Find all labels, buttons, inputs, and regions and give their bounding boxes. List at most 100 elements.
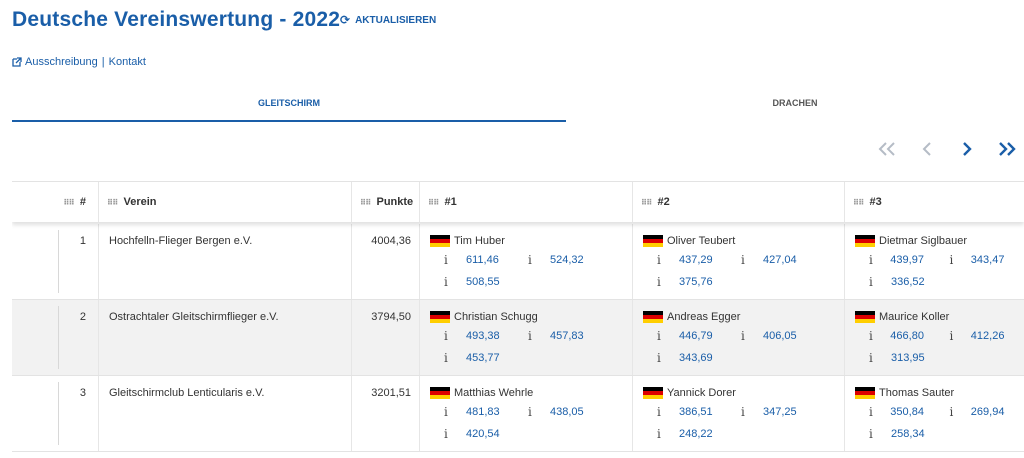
link-separator: |: [101, 56, 105, 68]
flight-score-link[interactable]: 446,79: [679, 329, 713, 342]
pilot-name[interactable]: Tim Huber: [454, 235, 505, 247]
germany-flag-icon: [855, 311, 875, 323]
results-table: ⠿⠿ # ⠿⠿ Verein ⠿⠿ Punkte ⠿⠿ #1 ⠿⠿ #2 ⠿⠿ #3 1 Ho…: [12, 181, 1024, 458]
chevron-left-icon: [922, 142, 931, 156]
flight-score-link[interactable]: 437,29: [679, 253, 713, 266]
drag-handle-icon: ⠿⠿: [641, 197, 652, 207]
pilot-name[interactable]: Christian Schugg: [454, 311, 538, 323]
pagination: [876, 138, 1018, 160]
drag-handle-icon: ⠿⠿: [63, 197, 74, 207]
first-page-button[interactable]: [876, 138, 898, 160]
info-icon[interactable]: i: [741, 404, 745, 419]
header-pilot-1[interactable]: ⠿⠿ #1: [420, 182, 633, 222]
info-icon[interactable]: i: [528, 252, 532, 267]
pilot-cell: Yannick Dorer i 386,51 i 347,25 i 248,22: [633, 376, 845, 451]
pilot-name[interactable]: Matthias Wehrle: [454, 387, 534, 399]
flight-score-link[interactable]: 457,83: [550, 329, 584, 342]
tab-drachen[interactable]: DRACHEN: [772, 98, 818, 108]
germany-flag-icon: [855, 387, 875, 399]
info-icon[interactable]: i: [444, 404, 448, 419]
info-icon[interactable]: i: [657, 426, 661, 441]
flight-score-link[interactable]: 611,46: [466, 253, 499, 266]
info-icon[interactable]: i: [444, 426, 448, 441]
info-icon[interactable]: i: [444, 252, 448, 267]
points-cell: 4004,36: [352, 224, 420, 299]
flight-score-link[interactable]: 350,84: [890, 405, 924, 418]
info-icon[interactable]: i: [869, 252, 873, 267]
flight-score-link[interactable]: 412,26: [970, 329, 1005, 342]
chevron-right-icon: [963, 142, 972, 156]
pilot-cell: Andreas Egger i 446,79 i 406,05 i 343,69: [633, 300, 845, 375]
rank-cell: 3: [12, 376, 99, 451]
flight-score-link[interactable]: 406,05: [763, 329, 797, 342]
flight-score-link[interactable]: 313,95: [891, 351, 925, 364]
flight-score-link[interactable]: 336,52: [891, 275, 925, 288]
info-icon[interactable]: i: [741, 252, 745, 267]
header-points[interactable]: ⠿⠿ Punkte: [352, 182, 420, 222]
flight-score-link[interactable]: 269,94: [970, 405, 1005, 418]
pilot-name[interactable]: Thomas Sauter: [879, 387, 955, 399]
flight-score-link[interactable]: 343,47: [970, 253, 1005, 266]
info-icon[interactable]: i: [657, 328, 661, 343]
pilot-name[interactable]: Yannick Dorer: [667, 387, 736, 399]
flight-score-link[interactable]: 420,54: [466, 427, 500, 440]
points-cell: 3201,51: [352, 376, 420, 451]
flight-score-link[interactable]: 347,25: [763, 405, 797, 418]
flight-score-link[interactable]: 453,77: [466, 351, 500, 364]
club-cell: Ostrachtaler Gleitschirmflieger e.V.: [99, 300, 352, 375]
info-icon[interactable]: i: [444, 328, 448, 343]
info-icon[interactable]: i: [949, 328, 954, 343]
info-icon[interactable]: i: [869, 350, 873, 365]
info-icon[interactable]: i: [657, 252, 661, 267]
pilot-name[interactable]: Oliver Teubert: [667, 235, 736, 247]
info-icon[interactable]: i: [444, 350, 448, 365]
info-icon[interactable]: i: [657, 350, 661, 365]
info-icon[interactable]: i: [657, 274, 661, 289]
flight-score-link[interactable]: 386,51: [679, 405, 713, 418]
pilot-name[interactable]: Dietmar Siglbauer: [879, 235, 968, 247]
ausschreibung-link[interactable]: Ausschreibung: [25, 56, 98, 68]
kontakt-link[interactable]: Kontakt: [108, 56, 146, 68]
last-page-button[interactable]: [996, 138, 1018, 160]
info-icon[interactable]: i: [869, 426, 873, 441]
header-pilot-2[interactable]: ⠿⠿ #2: [633, 182, 845, 222]
info-icon[interactable]: i: [949, 252, 954, 267]
flight-score-link[interactable]: 248,22: [679, 427, 713, 440]
info-icon[interactable]: i: [869, 274, 873, 289]
flight-score-link[interactable]: 427,04: [763, 253, 797, 266]
pilot-name[interactable]: Andreas Egger: [667, 311, 741, 323]
flight-score-link[interactable]: 466,80: [890, 329, 924, 342]
flight-score-link[interactable]: 524,32: [550, 253, 584, 266]
header-pilot-3[interactable]: ⠿⠿ #3: [853, 196, 882, 208]
header-club[interactable]: ⠿⠿ Verein: [99, 182, 352, 222]
info-icon[interactable]: i: [741, 328, 745, 343]
next-page-button[interactable]: [956, 138, 978, 160]
info-icon[interactable]: i: [657, 404, 661, 419]
drag-handle-icon: ⠿⠿: [107, 197, 118, 207]
info-icon[interactable]: i: [949, 404, 954, 419]
flight-score-link[interactable]: 375,76: [679, 275, 713, 288]
pilot-cell: Oliver Teubert i 437,29 i 427,04 i 375,76: [633, 224, 845, 299]
header-rank[interactable]: ⠿⠿ #: [12, 182, 99, 222]
pilot-cell: Thomas Sauter i 350,84 i 269,94 i 258,34: [845, 376, 1024, 451]
flight-score-link[interactable]: 508,55: [466, 275, 500, 288]
info-icon[interactable]: i: [869, 404, 873, 419]
table-row[interactable]: 1 Hochfelln-Flieger Bergen e.V. 4004,36 Tim…: [12, 224, 1024, 300]
table-row[interactable]: 3 Gleitschirmclub Lenticularis e.V. 3201,5…: [12, 376, 1024, 452]
info-icon[interactable]: i: [528, 328, 532, 343]
info-icon[interactable]: i: [444, 274, 448, 289]
flight-score-link[interactable]: 481,83: [466, 405, 500, 418]
pilot-name[interactable]: Maurice Koller: [879, 311, 950, 323]
prev-page-button[interactable]: [916, 138, 938, 160]
tab-gleitschirm[interactable]: GLEITSCHIRM: [12, 86, 566, 122]
table-row[interactable]: 2 Ostrachtaler Gleitschirmflieger e.V. 379…: [12, 300, 1024, 376]
refresh-button[interactable]: ⟳ AKTUALISIEREN: [340, 13, 436, 27]
flight-score-link[interactable]: 439,97: [890, 253, 924, 266]
pilot-cell: Matthias Wehrle i 481,83 i 438,05 i 420,54: [420, 376, 633, 451]
flight-score-link[interactable]: 258,34: [891, 427, 925, 440]
flight-score-link[interactable]: 493,38: [466, 329, 500, 342]
info-icon[interactable]: i: [528, 404, 532, 419]
flight-score-link[interactable]: 343,69: [679, 351, 713, 364]
info-icon[interactable]: i: [869, 328, 873, 343]
flight-score-link[interactable]: 438,05: [550, 405, 584, 418]
